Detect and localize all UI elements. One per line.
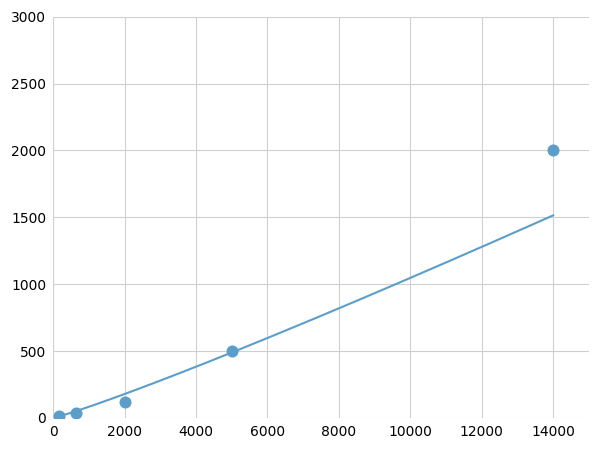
Point [120,398,130,405]
Point [548,147,558,154]
Point [227,347,236,355]
Point [71,409,80,416]
Point [54,412,64,419]
